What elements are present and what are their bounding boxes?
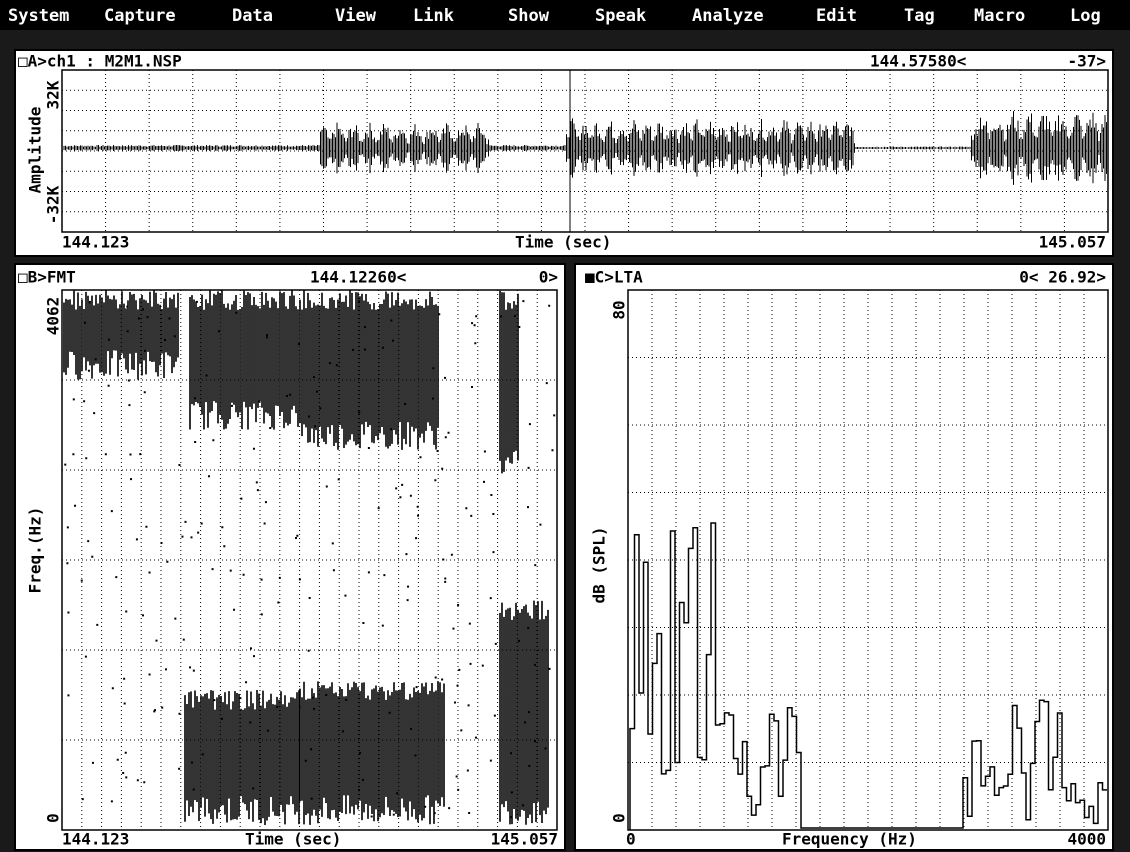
x-end-label: 4000	[1067, 830, 1106, 849]
cursor-readout: 0< 26.92>	[1019, 268, 1106, 287]
menu-item[interactable]: System	[8, 6, 69, 26]
cursor-readout: 144.57580<	[870, 52, 966, 71]
panel-title: □B>FMT	[18, 268, 76, 287]
menu-item[interactable]: Link	[413, 6, 454, 26]
value-readout: -37>	[1067, 52, 1106, 71]
menu-item[interactable]: Speak	[595, 6, 646, 26]
cursor-readout: 144.12260<	[310, 268, 406, 287]
menu-item[interactable]: Edit	[816, 6, 857, 26]
panel-title: ■C>LTA	[585, 268, 643, 287]
x-axis-label: Time (sec)	[515, 233, 611, 252]
menu-item[interactable]: View	[335, 6, 377, 26]
menu-item[interactable]: Macro	[974, 6, 1025, 26]
y-axis-label: dB (SPL)	[590, 526, 609, 603]
y-tick-label: 4062	[44, 297, 63, 336]
menu-item[interactable]: Log	[1070, 6, 1101, 26]
screen: System Capture Data View Link Show Speak Analyz…	[0, 0, 1130, 852]
x-start-label: 0	[626, 830, 636, 849]
x-axis-label: Time (sec)	[245, 830, 341, 849]
menu-item[interactable]: Tag	[904, 6, 935, 26]
y-axis-label: Amplitude	[26, 107, 45, 194]
menu-item[interactable]: Show	[508, 6, 550, 26]
value-readout: 0>	[539, 268, 558, 287]
y-tick-label: 32K	[44, 80, 63, 109]
y-tick-label: -32K	[44, 185, 63, 224]
panel-a[interactable]	[15, 50, 1113, 256]
y-tick-label: 0	[44, 813, 63, 823]
menu-item[interactable]: Data	[232, 6, 273, 26]
x-end-label: 145.057	[491, 830, 558, 849]
panel-title: □A>ch1 : M2M1.NSP	[18, 52, 182, 71]
y-tick-label: 0	[610, 813, 629, 823]
page: System Capture Data View Link Show Speak Analyz…	[0, 0, 1130, 852]
y-tick-label: 80	[610, 300, 629, 319]
y-axis-label: Freq.(Hz)	[26, 507, 45, 594]
x-start-label: 144.123	[62, 233, 129, 252]
x-end-label: 145.057	[1039, 233, 1106, 252]
x-start-label: 144.123	[62, 830, 129, 849]
menu-item[interactable]: Capture	[104, 6, 176, 26]
menu-item[interactable]: Analyze	[692, 6, 764, 26]
x-axis-label: Frequency (Hz)	[782, 830, 917, 849]
